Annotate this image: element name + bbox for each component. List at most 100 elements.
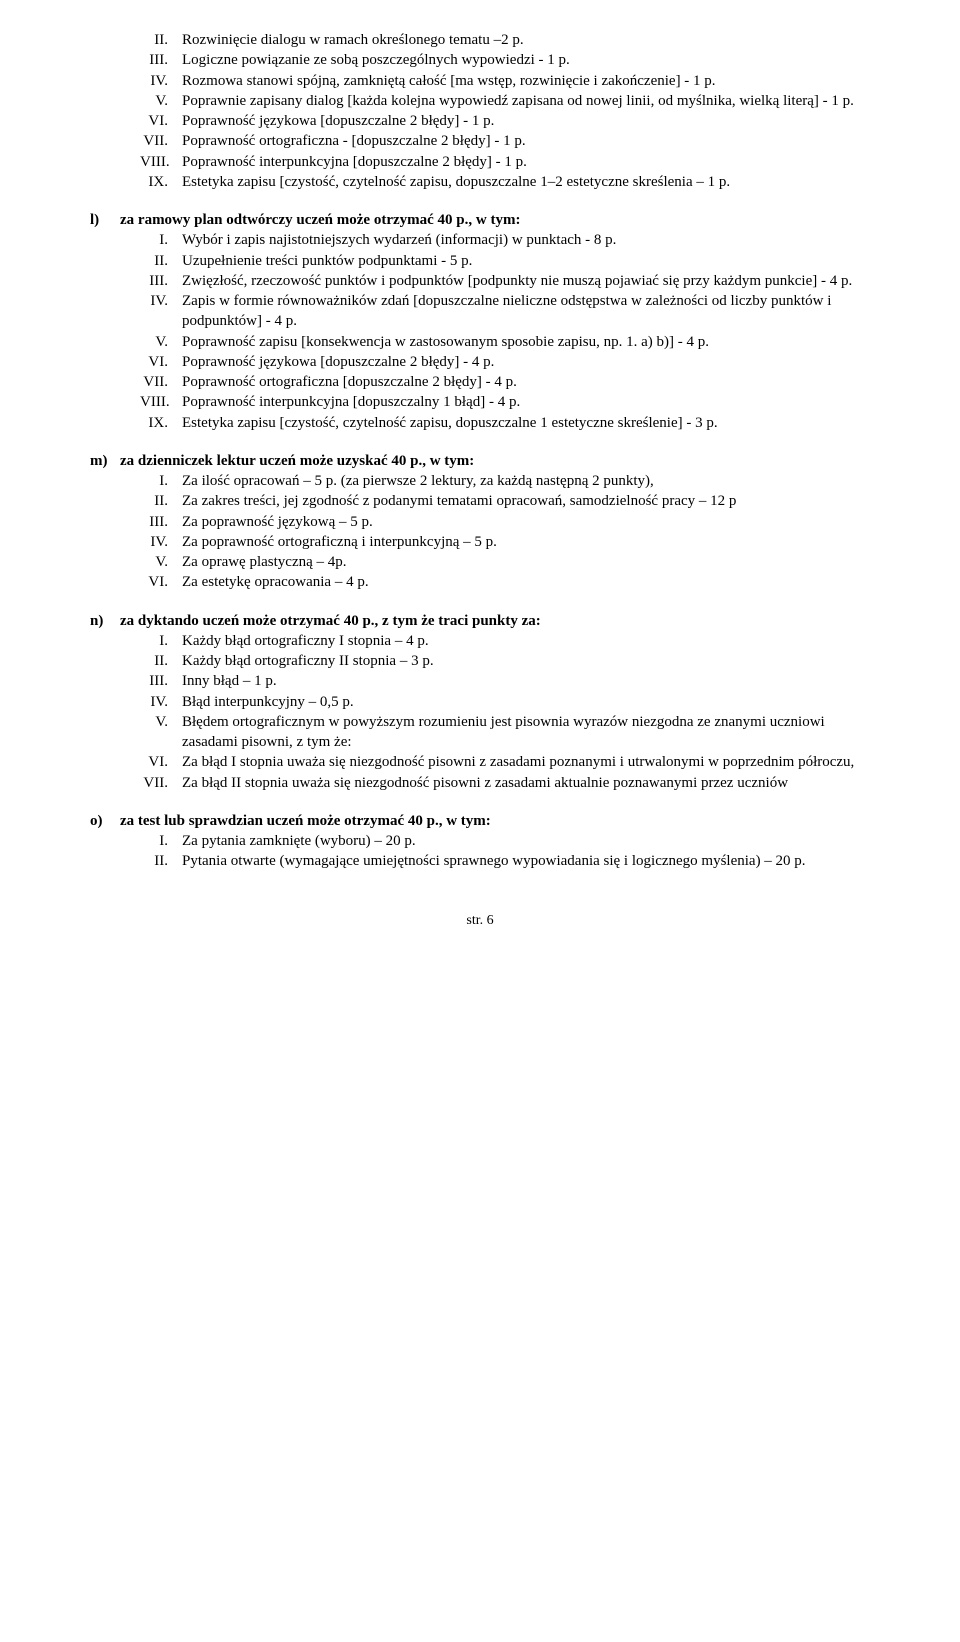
roman-numeral: IX. <box>140 413 182 433</box>
section-heading: za dyktando uczeń może otrzymać 40 p., z… <box>120 613 541 629</box>
roman-numeral: III. <box>140 271 182 291</box>
section-letter: o) <box>90 811 120 872</box>
item-text: Za poprawność językową – 5 p. <box>182 512 870 532</box>
list-item: IX. Estetyka zapisu [czystość, czytelnoś… <box>140 413 870 433</box>
list-item: I. Za pytania zamknięte (wyboru) – 20 p. <box>140 831 870 851</box>
list-item: VI. Poprawność językowa [dopuszczalne 2 … <box>140 111 870 131</box>
item-text: Każdy błąd ortograficzny II stopnia – 3 … <box>182 651 870 671</box>
section-heading-row: l) za ramowy plan odtwórczy uczeń może o… <box>90 210 870 433</box>
list-item: III. Za poprawność językową – 5 p. <box>140 512 870 532</box>
roman-numeral: IV. <box>140 532 182 552</box>
roman-numeral: I. <box>140 831 182 851</box>
list-item: IV. Zapis w formie równoważników zdań [d… <box>140 291 870 332</box>
list-item: IV. Rozmowa stanowi spójną, zamkniętą ca… <box>140 71 870 91</box>
list-item: II. Za zakres treści, jej zgodność z pod… <box>140 491 870 511</box>
page-footer: str. 6 <box>90 912 870 931</box>
roman-numeral: IV. <box>140 291 182 332</box>
list-item: VII. Poprawność ortograficzna - [dopuszc… <box>140 131 870 151</box>
roman-numeral: II. <box>140 651 182 671</box>
item-text: Logiczne powiązanie ze sobą poszczególny… <box>182 50 870 70</box>
item-text: Błąd interpunkcyjny – 0,5 p. <box>182 692 870 712</box>
list-item: IV. Za poprawność ortograficzną i interp… <box>140 532 870 552</box>
roman-numeral: VII. <box>140 131 182 151</box>
list-item: VII. Za błąd II stopnia uważa się niezgo… <box>140 773 870 793</box>
item-text: Za błąd II stopnia uważa się niezgodność… <box>182 773 870 793</box>
roman-numeral: VIII. <box>140 152 182 172</box>
list-item: II. Pytania otwarte (wymagające umiejętn… <box>140 851 870 871</box>
list-item: IV. Błąd interpunkcyjny – 0,5 p. <box>140 692 870 712</box>
section-o: o) za test lub sprawdzian uczeń może otr… <box>90 811 870 872</box>
list-item: II. Uzupełnienie treści punktów podpunkt… <box>140 251 870 271</box>
item-text: Estetyka zapisu [czystość, czytelność za… <box>182 413 870 433</box>
roman-numeral: II. <box>140 851 182 871</box>
item-text: Pytania otwarte (wymagające umiejętności… <box>182 851 870 871</box>
roman-numeral: VII. <box>140 773 182 793</box>
top-roman-list: II. Rozwinięcie dialogu w ramach określo… <box>90 30 870 192</box>
list-item: IX. Estetyka zapisu [czystość, czytelnoś… <box>140 172 870 192</box>
roman-numeral: I. <box>140 471 182 491</box>
item-text: Poprawność językowa [dopuszczalne 2 błęd… <box>182 352 870 372</box>
item-text: Za ilość opracowań – 5 p. (za pierwsze 2… <box>182 471 870 491</box>
item-text: Za błąd I stopnia uważa się niezgodność … <box>182 752 870 772</box>
list-item: VI. Poprawność językowa [dopuszczalne 2 … <box>140 352 870 372</box>
list-item: VI. Za błąd I stopnia uważa się niezgodn… <box>140 752 870 772</box>
item-text: Poprawność ortograficzna [dopuszczalne 2… <box>182 372 870 392</box>
roman-numeral: V. <box>140 91 182 111</box>
item-text: Błędem ortograficznym w powyższym rozumi… <box>182 712 870 753</box>
roman-numeral: VI. <box>140 111 182 131</box>
item-text: Zapis w formie równoważników zdań [dopus… <box>182 291 870 332</box>
item-text: Za pytania zamknięte (wyboru) – 20 p. <box>182 831 870 851</box>
item-text: Poprawność interpunkcyjna [dopuszczalne … <box>182 152 870 172</box>
list-item: III. Zwięzłość, rzeczowość punktów i pod… <box>140 271 870 291</box>
roman-numeral: VI. <box>140 752 182 772</box>
section-heading-row: n) za dyktando uczeń może otrzymać 40 p.… <box>90 611 870 793</box>
item-text: Za poprawność ortograficzną i interpunkc… <box>182 532 870 552</box>
list-item: III. Logiczne powiązanie ze sobą poszcze… <box>140 50 870 70</box>
roman-numeral: II. <box>140 30 182 50</box>
roman-numeral: III. <box>140 512 182 532</box>
item-text: Uzupełnienie treści punktów podpunktami … <box>182 251 870 271</box>
list-item: I. Każdy błąd ortograficzny I stopnia – … <box>140 631 870 651</box>
list-item: II. Każdy błąd ortograficzny II stopnia … <box>140 651 870 671</box>
item-text: Poprawność ortograficzna - [dopuszczalne… <box>182 131 870 151</box>
list-item: III. Inny błąd – 1 p. <box>140 671 870 691</box>
roman-numeral: III. <box>140 671 182 691</box>
roman-numeral: VIII. <box>140 392 182 412</box>
roman-numeral: VI. <box>140 352 182 372</box>
roman-numeral: IX. <box>140 172 182 192</box>
item-text: Inny błąd – 1 p. <box>182 671 870 691</box>
section-heading: za ramowy plan odtwórczy uczeń może otrz… <box>120 212 520 228</box>
section-heading: za dzienniczek lektur uczeń może uzyskać… <box>120 453 474 469</box>
section-letter: l) <box>90 210 120 433</box>
roman-numeral: III. <box>140 50 182 70</box>
item-text: Poprawnie zapisany dialog [każda kolejna… <box>182 91 870 111</box>
item-text: Estetyka zapisu [czystość, czytelność za… <box>182 172 870 192</box>
roman-numeral: VI. <box>140 572 182 592</box>
item-text: Zwięzłość, rzeczowość punktów i podpunkt… <box>182 271 870 291</box>
list-item: VIII. Poprawność interpunkcyjna [dopuszc… <box>140 392 870 412</box>
section-letter: m) <box>90 451 120 593</box>
item-text: Za estetykę opracowania – 4 p. <box>182 572 870 592</box>
item-text: Poprawność językowa [dopuszczalne 2 błęd… <box>182 111 870 131</box>
section-n: n) za dyktando uczeń może otrzymać 40 p.… <box>90 611 870 793</box>
section-letter: n) <box>90 611 120 793</box>
list-item: VIII. Poprawność interpunkcyjna [dopuszc… <box>140 152 870 172</box>
roman-numeral: V. <box>140 332 182 352</box>
list-item: V. Poprawnie zapisany dialog [każda kole… <box>140 91 870 111</box>
item-text: Poprawność zapisu [konsekwencja w zastos… <box>182 332 870 352</box>
list-item: I. Za ilość opracowań – 5 p. (za pierwsz… <box>140 471 870 491</box>
list-item: VII. Poprawność ortograficzna [dopuszcza… <box>140 372 870 392</box>
item-text: Rozwinięcie dialogu w ramach określonego… <box>182 30 870 50</box>
item-text: Wybór i zapis najistotniejszych wydarzeń… <box>182 230 870 250</box>
roman-numeral: II. <box>140 491 182 511</box>
list-item: VI. Za estetykę opracowania – 4 p. <box>140 572 870 592</box>
roman-numeral: II. <box>140 251 182 271</box>
item-text: Każdy błąd ortograficzny I stopnia – 4 p… <box>182 631 870 651</box>
list-item: I. Wybór i zapis najistotniejszych wydar… <box>140 230 870 250</box>
item-text: Poprawność interpunkcyjna [dopuszczalny … <box>182 392 870 412</box>
roman-numeral: V. <box>140 712 182 753</box>
section-m: m) za dzienniczek lektur uczeń może uzys… <box>90 451 870 593</box>
section-heading: za test lub sprawdzian uczeń może otrzym… <box>120 813 491 829</box>
section-l: l) za ramowy plan odtwórczy uczeń może o… <box>90 210 870 433</box>
list-item: V. Poprawność zapisu [konsekwencja w zas… <box>140 332 870 352</box>
